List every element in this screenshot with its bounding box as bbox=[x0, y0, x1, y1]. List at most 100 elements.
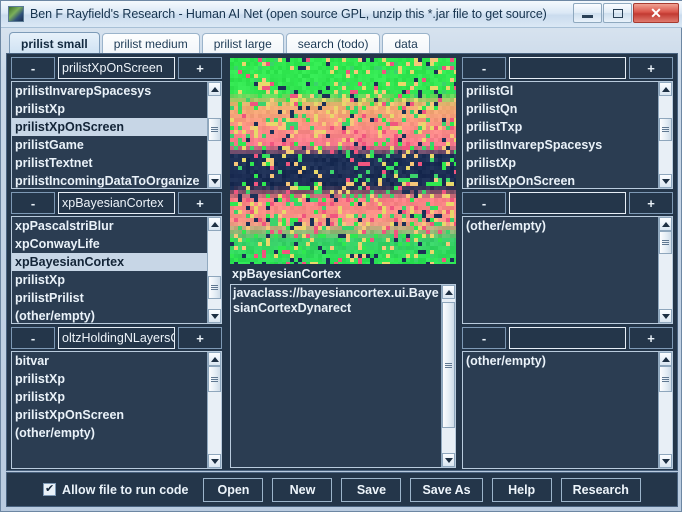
list-box[interactable]: prilistGl prilistQn prilistTxp prilistInvar… bbox=[462, 81, 673, 189]
scroll-down-icon[interactable] bbox=[659, 174, 672, 188]
scroll-down-icon[interactable] bbox=[659, 454, 672, 468]
remove-button[interactable]: - bbox=[462, 327, 506, 349]
list-item[interactable]: prilistTextnet bbox=[15, 156, 93, 170]
allow-run-code-checkbox[interactable]: ✔ Allow file to run code bbox=[43, 483, 188, 497]
scroll-up-icon[interactable] bbox=[442, 285, 455, 299]
maximize-button[interactable] bbox=[603, 3, 632, 23]
list-item[interactable]: prilistQn bbox=[466, 102, 518, 116]
scroll-down-icon[interactable] bbox=[659, 309, 672, 323]
scroll-thumb[interactable] bbox=[442, 302, 455, 428]
tab-search-todo[interactable]: search (todo) bbox=[285, 33, 381, 54]
list-item[interactable]: xpPascalstriBlur bbox=[15, 219, 114, 233]
detail-textarea[interactable]: javaclass://bayesiancortex.ui.BayesianCo… bbox=[230, 284, 456, 468]
name-input[interactable] bbox=[509, 327, 626, 349]
list-scrollbar[interactable] bbox=[658, 82, 672, 188]
scroll-down-icon[interactable] bbox=[208, 174, 221, 188]
list-item[interactable]: prilistGame bbox=[15, 138, 84, 152]
window-controls: ✕ bbox=[572, 3, 679, 25]
list-scrollbar[interactable] bbox=[207, 82, 221, 188]
save-button[interactable]: Save bbox=[341, 477, 402, 502]
list-item[interactable]: bitvar bbox=[15, 354, 50, 368]
list-item[interactable]: xpConwayLife bbox=[15, 237, 100, 251]
scroll-thumb[interactable] bbox=[208, 118, 221, 141]
tab-prilist-large[interactable]: prilist large bbox=[201, 33, 284, 54]
list-item[interactable]: prilistXpOnScreen bbox=[15, 408, 125, 422]
list-item[interactable]: prilistXpOnScreen bbox=[466, 174, 576, 188]
name-input[interactable]: xpBayesianCortex bbox=[58, 192, 175, 214]
scroll-down-icon[interactable] bbox=[442, 453, 455, 467]
list-scrollbar[interactable] bbox=[207, 217, 221, 323]
add-button[interactable]: + bbox=[178, 192, 222, 214]
list-item[interactable]: (other/empty) bbox=[15, 309, 95, 323]
open-button[interactable]: Open bbox=[203, 477, 264, 502]
list-item[interactable]: (other/empty) bbox=[15, 426, 95, 440]
name-input[interactable]: oltzHoldingNLayersConst bbox=[58, 327, 175, 349]
tab-prilist-medium[interactable]: prilist medium bbox=[101, 33, 200, 54]
list-item[interactable]: prilistPrilist bbox=[15, 291, 84, 305]
list-box[interactable]: xpPascalstriBlur xpConwayLife xpBayesianCo… bbox=[11, 216, 222, 324]
list-scrollbar[interactable] bbox=[207, 352, 221, 468]
list-item[interactable]: prilistInvarepSpacesys bbox=[466, 138, 603, 152]
list-item[interactable]: prilistXp bbox=[466, 156, 517, 170]
remove-button[interactable]: - bbox=[11, 327, 55, 349]
scroll-thumb[interactable] bbox=[659, 366, 672, 392]
scroll-thumb[interactable] bbox=[659, 118, 672, 141]
new-button[interactable]: New bbox=[272, 477, 333, 502]
scroll-up-icon[interactable] bbox=[208, 352, 221, 366]
tab-data[interactable]: data bbox=[382, 33, 430, 54]
add-button[interactable]: + bbox=[178, 57, 222, 79]
tab-prilist-small[interactable]: prilist small bbox=[9, 32, 100, 54]
close-button[interactable]: ✕ bbox=[633, 3, 679, 23]
group-header: -oltzHoldingNLayersConst+ bbox=[11, 326, 222, 350]
tab-label: data bbox=[394, 37, 418, 51]
list-box[interactable]: (other/empty) bbox=[462, 351, 673, 469]
list-item[interactable]: prilistXp bbox=[15, 102, 66, 116]
remove-button[interactable]: - bbox=[11, 57, 55, 79]
help-button[interactable]: Help bbox=[491, 477, 552, 502]
scroll-thumb[interactable] bbox=[659, 231, 672, 254]
scroll-up-icon[interactable] bbox=[208, 82, 221, 96]
detail-scrollbar[interactable] bbox=[441, 285, 455, 467]
list-item[interactable]: prilistIncomingDataToOrganize bbox=[15, 174, 200, 188]
list-box[interactable]: prilistInvarepSpacesys prilistXp prilistXp… bbox=[11, 81, 222, 189]
research-button[interactable]: Research bbox=[560, 477, 641, 502]
list-item[interactable]: prilistXp bbox=[15, 372, 66, 386]
list-item[interactable]: prilistGl bbox=[466, 84, 514, 98]
list-item[interactable]: (other/empty) bbox=[466, 354, 546, 368]
list-item[interactable]: prilistXpOnScreen bbox=[12, 118, 207, 136]
scroll-up-icon[interactable] bbox=[659, 352, 672, 366]
scroll-up-icon[interactable] bbox=[659, 217, 672, 231]
list-item[interactable]: prilistInvarepSpacesys bbox=[15, 84, 152, 98]
add-button[interactable]: + bbox=[629, 192, 673, 214]
scroll-thumb[interactable] bbox=[208, 276, 221, 299]
list-item[interactable]: prilistXp bbox=[15, 390, 66, 404]
scroll-down-icon[interactable] bbox=[208, 309, 221, 323]
minimize-button[interactable] bbox=[573, 3, 602, 23]
save-as-button[interactable]: Save As bbox=[410, 477, 483, 502]
list-scrollbar[interactable] bbox=[658, 217, 672, 323]
checkbox-box[interactable]: ✔ bbox=[43, 483, 57, 496]
add-button[interactable]: + bbox=[178, 327, 222, 349]
left-list-group-3: -oltzHoldingNLayersConst+ bitvar prilistXp… bbox=[7, 326, 226, 469]
remove-button[interactable]: - bbox=[11, 192, 55, 214]
heatmap-image[interactable] bbox=[230, 58, 456, 264]
list-item[interactable]: (other/empty) bbox=[466, 219, 546, 233]
scroll-thumb[interactable] bbox=[208, 366, 221, 392]
scroll-down-icon[interactable] bbox=[208, 454, 221, 468]
scroll-up-icon[interactable] bbox=[659, 82, 672, 96]
list-item[interactable]: prilistTxp bbox=[466, 120, 523, 134]
list-box[interactable]: (other/empty) bbox=[462, 216, 673, 324]
remove-button[interactable]: - bbox=[462, 192, 506, 214]
name-input[interactable]: prilistXpOnScreen bbox=[58, 57, 175, 79]
name-input[interactable] bbox=[509, 192, 626, 214]
add-button[interactable]: + bbox=[629, 57, 673, 79]
name-input[interactable] bbox=[509, 57, 626, 79]
list-box[interactable]: bitvar prilistXp prilistXp prilistXpOnScree… bbox=[11, 351, 222, 469]
list-scrollbar[interactable] bbox=[658, 352, 672, 468]
scroll-up-icon[interactable] bbox=[208, 217, 221, 231]
list-item[interactable]: prilistXp bbox=[15, 273, 66, 287]
remove-button[interactable]: - bbox=[462, 57, 506, 79]
list-rows: (other/empty) bbox=[463, 352, 658, 468]
add-button[interactable]: + bbox=[629, 327, 673, 349]
list-item[interactable]: xpBayesianCortex bbox=[12, 253, 207, 271]
